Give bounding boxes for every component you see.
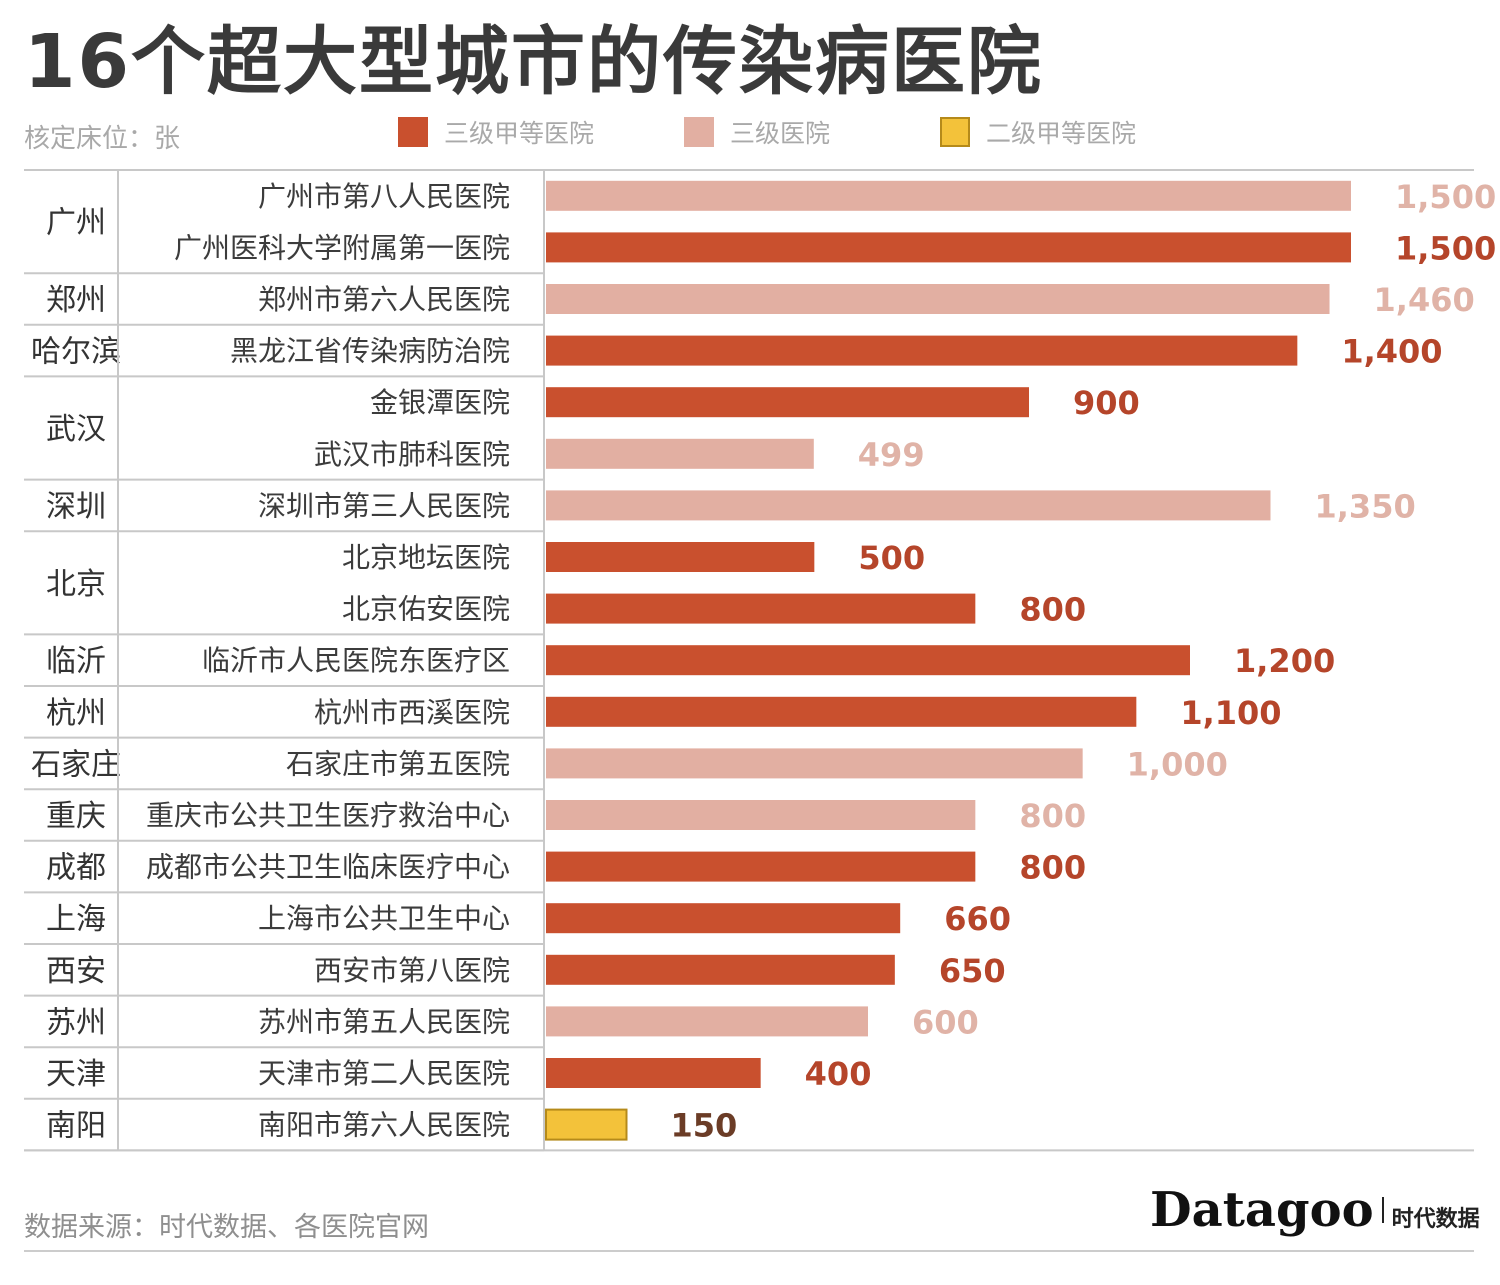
bar <box>546 542 815 572</box>
chart-title: 16个超大型城市的传染病医院 <box>24 19 1043 105</box>
hospital-label: 苏州市第五人民医院 <box>258 1005 510 1038</box>
legend-item-a3: 三级甲等医院 <box>398 116 594 148</box>
city-label: 郑州 <box>46 283 106 318</box>
value-label: 650 <box>939 952 1006 990</box>
hospital-label: 郑州市第六人民医院 <box>258 283 510 316</box>
hospital-label: 西安市第八医院 <box>314 954 510 987</box>
unit-label: 核定床位：张 <box>24 124 181 154</box>
legend-label: 三级甲等医院 <box>444 119 595 148</box>
city-label: 武汉 <box>46 412 106 447</box>
hospital-label: 北京地坛医院 <box>342 541 510 574</box>
value-label: 1,460 <box>1374 281 1475 319</box>
legend-item-t3: 三级医院 <box>684 116 830 148</box>
legend-swatch <box>684 117 714 147</box>
data-source-note: 数据来源：时代数据、各医院官网 <box>24 1212 429 1243</box>
value-label: 800 <box>1019 849 1086 887</box>
logo-wordmark: Datagoo <box>1150 1182 1374 1238</box>
value-label: 500 <box>858 539 925 577</box>
bar <box>546 748 1083 779</box>
value-label: 800 <box>1019 591 1086 629</box>
bar <box>546 903 901 934</box>
bar <box>546 1058 761 1088</box>
bar <box>546 593 976 624</box>
hospital-label: 金银潭医院 <box>370 386 510 419</box>
city-label: 临沂 <box>46 644 106 679</box>
hospital-label: 武汉市肺科医院 <box>314 438 510 471</box>
city-label: 杭州 <box>46 696 106 731</box>
value-label: 1,000 <box>1127 745 1228 783</box>
city-label: 重庆 <box>46 799 106 834</box>
bar <box>546 438 814 469</box>
city-label: 天津 <box>46 1057 106 1092</box>
hospital-label: 杭州市西溪医院 <box>314 696 510 729</box>
hospital-label: 临沂市人民医院东医疗区 <box>202 644 510 677</box>
legend-label: 三级医院 <box>730 119 831 148</box>
value-label: 800 <box>1019 797 1086 835</box>
city-label: 南阳 <box>46 1109 106 1144</box>
bottom-rule <box>24 1250 1474 1252</box>
bar <box>546 645 1190 676</box>
value-label: 1,500 <box>1395 178 1496 216</box>
hospital-label: 石家庄市第五医院 <box>286 747 510 780</box>
bar <box>546 954 895 985</box>
city-label: 西安 <box>46 954 106 989</box>
city-label: 苏州 <box>46 1005 106 1040</box>
bar <box>546 180 1351 211</box>
value-label: 499 <box>858 436 925 474</box>
value-label: 900 <box>1073 384 1140 422</box>
hospital-label: 成都市公共卫生临床医疗中心 <box>146 851 510 884</box>
hospital-label: 深圳市第三人民医院 <box>258 489 510 522</box>
legend-swatch <box>940 117 970 147</box>
city-label: 石家庄 <box>31 747 121 782</box>
value-label: 1,200 <box>1234 642 1335 680</box>
value-label: 1,500 <box>1395 229 1496 267</box>
hospital-label: 黑龙江省传染病防治院 <box>230 335 510 368</box>
bar <box>546 696 1137 727</box>
logo-chinese-name: 时代数据 <box>1391 1207 1480 1232</box>
city-label: 上海 <box>46 902 106 937</box>
city-label: 成都 <box>46 851 106 886</box>
bar <box>545 1108 628 1141</box>
hospital-label: 北京佑安医院 <box>342 593 510 626</box>
value-label: 660 <box>944 900 1011 938</box>
hospital-label: 上海市公共卫生中心 <box>258 902 510 935</box>
city-label: 广州 <box>46 206 106 241</box>
bar <box>546 387 1029 418</box>
bar <box>546 800 976 830</box>
legend-item-a2: 二级甲等医院 <box>940 116 1136 148</box>
value-label: 400 <box>805 1055 872 1093</box>
city-label: 深圳 <box>46 489 106 524</box>
hospital-label: 广州医科大学附属第一医院 <box>174 231 510 264</box>
datagoo-logo: Datagoo 时代数据 <box>1150 1182 1480 1238</box>
bar <box>546 490 1271 521</box>
bar <box>546 851 976 882</box>
bar <box>546 1006 868 1037</box>
legend-label: 二级甲等医院 <box>986 119 1137 148</box>
logo-separator <box>1381 1197 1384 1223</box>
hospital-label: 南阳市第六人民医院 <box>258 1109 510 1142</box>
city-label: 北京 <box>46 567 106 602</box>
value-label: 1,350 <box>1315 487 1416 525</box>
bar <box>546 335 1298 366</box>
value-label: 600 <box>912 1003 979 1041</box>
hospital-label: 广州市第八人民医院 <box>258 180 510 213</box>
value-label: 1,100 <box>1180 694 1281 732</box>
legend-swatch <box>398 117 428 147</box>
hospital-label: 天津市第二人民医院 <box>258 1057 510 1090</box>
hospital-label: 重庆市公共卫生医疗救治中心 <box>146 799 510 832</box>
value-label: 1,400 <box>1341 333 1442 371</box>
value-label: 150 <box>671 1107 738 1145</box>
city-label: 哈尔滨 <box>31 335 121 370</box>
bar <box>546 232 1351 263</box>
bar <box>546 284 1330 314</box>
